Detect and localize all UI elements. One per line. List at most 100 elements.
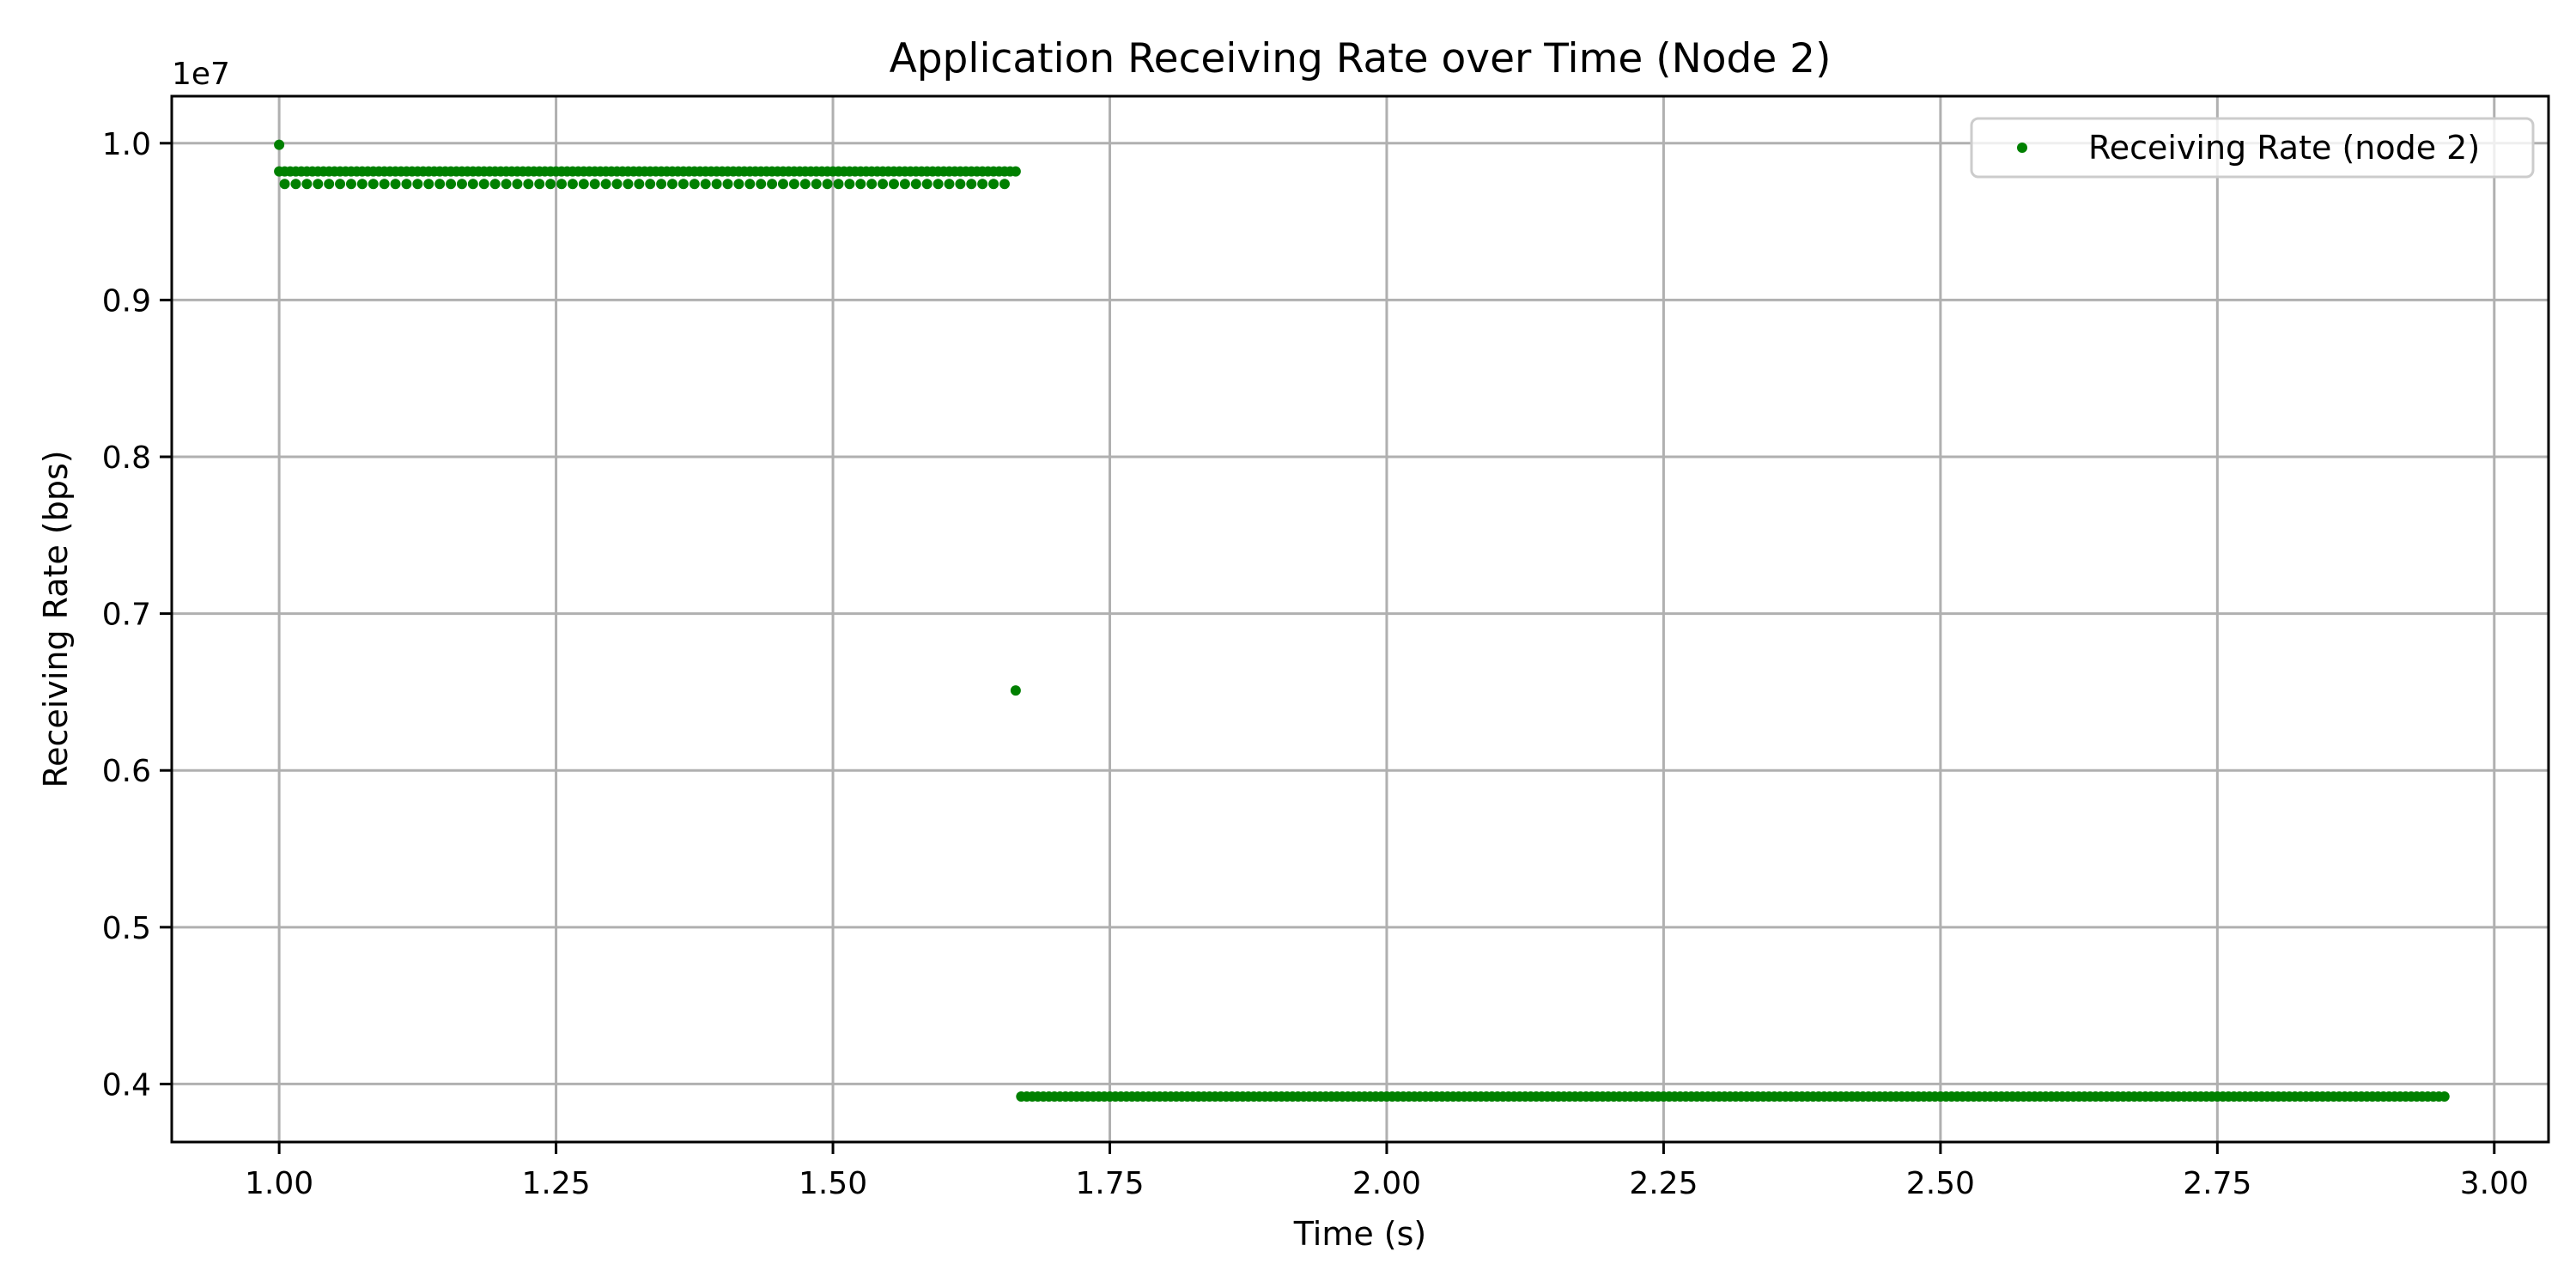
y-tick-label: 0.6 [102,754,151,789]
data-point [589,179,600,190]
data-point [899,179,910,190]
data-point [313,179,324,190]
data-point [434,179,446,190]
data-point [799,179,811,190]
data-point [866,179,878,190]
data-point [611,179,623,190]
chart-title: Application Receiving Rate over Time (No… [890,35,1832,82]
data-point [534,179,545,190]
data-point [944,179,955,190]
data-point [645,179,656,190]
data-point [2439,1091,2450,1103]
axes-frame [170,94,2550,1144]
data-point [822,179,833,190]
data-point [446,179,457,190]
data-point [412,179,423,190]
series-receiving-rate [274,139,2450,1103]
data-point [833,179,844,190]
data-point [777,179,788,190]
data-point [390,179,401,190]
data-point [345,179,356,190]
data-point [767,179,778,190]
legend: Receiving Rate (node 2) [1970,117,2535,179]
data-point [744,179,756,190]
x-tick-label: 3.00 [2460,1166,2529,1201]
data-point [379,179,390,190]
data-point [368,179,379,190]
data-point [356,179,368,190]
axis-ticks: 1.00 1.25 1.50 1.75 2.00 2.25 2.50 2.75 3.00 0.4 0… [102,127,2529,1201]
data-point [656,179,667,190]
data-point [600,179,611,190]
data-point [788,179,799,190]
data-point [423,179,434,190]
data-point [401,179,412,190]
data-point [623,179,634,190]
data-point [478,179,489,190]
legend-box [1970,117,2535,179]
data-point [335,179,346,190]
data-point [700,179,711,190]
data-point [1010,166,1021,177]
data-point [966,179,977,190]
legend-marker [2017,143,2027,153]
data-point [689,179,700,190]
data-point [512,179,523,190]
data-point [578,179,589,190]
data-point [290,179,301,190]
x-axis-label: Time (s) [1293,1215,1427,1253]
data-point [722,179,733,190]
data-point [456,179,467,190]
data-point [667,179,678,190]
x-tick-label: 1.75 [1075,1166,1144,1201]
y-tick-label: 0.9 [102,283,151,319]
data-point [279,179,290,190]
data-point [501,179,512,190]
data-point [988,179,999,190]
data-point [274,139,285,150]
data-point [489,179,501,190]
x-tick-label: 1.50 [799,1166,867,1201]
y-tick-label: 0.7 [102,598,151,633]
data-point [301,179,313,190]
data-point [878,179,889,190]
x-tick-label: 2.50 [1906,1166,1975,1201]
data-point [910,179,921,190]
data-point [811,179,822,190]
data-point [977,179,988,190]
data-point [855,179,866,190]
data-point [888,179,899,190]
legend-label: Receiving Rate (node 2) [2088,129,2480,167]
grid [172,96,2549,1142]
x-tick-label: 2.25 [1629,1166,1698,1201]
data-point [545,179,556,190]
x-tick-label: 2.00 [1352,1166,1421,1201]
x-tick-label: 2.75 [2183,1166,2251,1201]
x-tick-label: 1.00 [245,1166,313,1201]
y-tick-label: 0.4 [102,1067,151,1103]
data-point [523,179,534,190]
data-point [711,179,722,190]
y-axis-label: Receiving Rate (bps) [37,450,75,787]
data-point [567,179,578,190]
y-axis-offset-label: 1e7 [172,57,230,92]
data-point [921,179,933,190]
y-tick-label: 0.8 [102,440,151,476]
data-point [844,179,855,190]
data-point [933,179,944,190]
data-point [677,179,689,190]
data-point [1010,685,1021,696]
data-point [556,179,568,190]
data-point [634,179,645,190]
data-point [955,179,966,190]
data-point [756,179,767,190]
data-point [733,179,744,190]
data-point [324,179,335,190]
data-point [999,179,1010,190]
x-tick-label: 1.25 [521,1166,590,1201]
y-tick-label: 1.0 [102,127,151,162]
data-point [467,179,478,190]
y-tick-label: 0.5 [102,911,151,946]
